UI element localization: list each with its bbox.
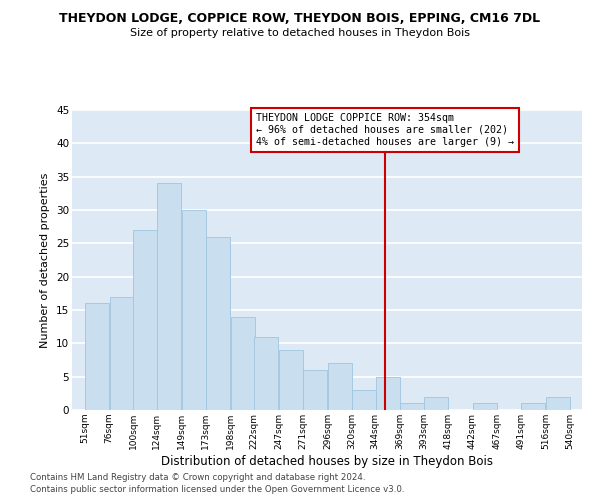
- Text: Size of property relative to detached houses in Theydon Bois: Size of property relative to detached ho…: [130, 28, 470, 38]
- Y-axis label: Number of detached properties: Number of detached properties: [40, 172, 50, 348]
- Bar: [546, 396, 570, 410]
- Text: THEYDON LODGE, COPPICE ROW, THEYDON BOIS, EPPING, CM16 7DL: THEYDON LODGE, COPPICE ROW, THEYDON BOIS…: [59, 12, 541, 26]
- Bar: [182, 210, 206, 410]
- Bar: [424, 396, 448, 410]
- Bar: [206, 236, 230, 410]
- Bar: [110, 296, 134, 410]
- X-axis label: Distribution of detached houses by size in Theydon Bois: Distribution of detached houses by size …: [161, 454, 493, 468]
- Bar: [254, 336, 278, 410]
- Bar: [303, 370, 327, 410]
- Bar: [376, 376, 400, 410]
- Bar: [473, 404, 497, 410]
- Text: Contains HM Land Registry data © Crown copyright and database right 2024.: Contains HM Land Registry data © Crown c…: [30, 472, 365, 482]
- Bar: [279, 350, 303, 410]
- Bar: [85, 304, 109, 410]
- Text: THEYDON LODGE COPPICE ROW: 354sqm
← 96% of detached houses are smaller (202)
4% : THEYDON LODGE COPPICE ROW: 354sqm ← 96% …: [256, 114, 514, 146]
- Bar: [352, 390, 376, 410]
- Bar: [521, 404, 545, 410]
- Bar: [328, 364, 352, 410]
- Bar: [157, 184, 181, 410]
- Bar: [400, 404, 424, 410]
- Bar: [230, 316, 254, 410]
- Bar: [133, 230, 157, 410]
- Text: Contains public sector information licensed under the Open Government Licence v3: Contains public sector information licen…: [30, 485, 404, 494]
